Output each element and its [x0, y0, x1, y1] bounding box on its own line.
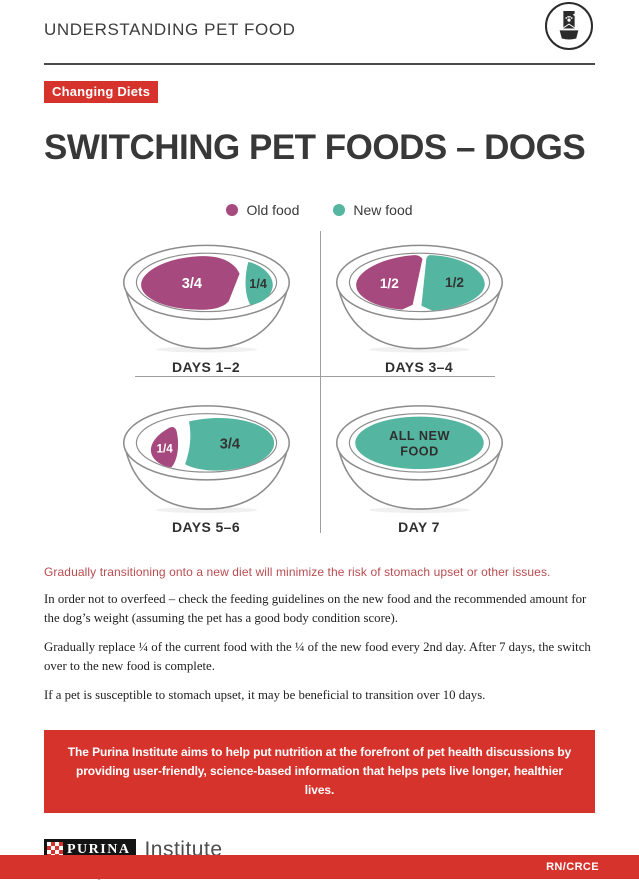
purina-checkerboard-icon [47, 842, 63, 859]
old-food-portion [140, 256, 240, 310]
new-food-portion [245, 262, 273, 305]
page-title: SWITCHING PET FOODS – DOGS [44, 128, 586, 167]
bowl-panel-days-3-4: 1/2 1/2 DAYS 3–4 [282, 229, 557, 382]
old-food-portion [355, 255, 422, 310]
pet-food-icon [545, 2, 593, 50]
new-food-portion [184, 418, 274, 471]
page-header: UNDERSTANDING PET FOOD [44, 0, 595, 65]
old-fraction-label: 3/4 [181, 276, 202, 292]
legend-item-old-food: Old food [226, 202, 299, 218]
body-paragraph: If a pet is susceptible to stomach upset… [44, 688, 486, 703]
old-food-swatch [226, 204, 239, 217]
new-food-swatch [333, 204, 346, 217]
purina-brand-text: PURINA [67, 842, 131, 858]
new-food-portion [354, 416, 484, 470]
bowl-caption: DAYS 1–2 [171, 359, 241, 376]
bowl-panel-day-7: ALL NEW FOOD DAY 7 [282, 382, 557, 535]
body-paragraph: Gradually replace ¼ of the current food … [44, 640, 591, 673]
legend-label: Old food [246, 202, 300, 219]
bowl-diagram: ALL NEW FOOD [335, 405, 503, 514]
legend: Old food New food [44, 202, 595, 218]
new-fraction-label: 3/4 [219, 437, 240, 453]
bowl-diagram: 3/4 1/4 [122, 244, 290, 353]
bottom-bar: RN/CRCE [0, 855, 639, 879]
section-badge: Changing Diets [44, 81, 159, 103]
bowl-caption: DAYS 5–6 [171, 519, 241, 536]
lead-statement: Gradually transitioning onto a new diet … [44, 565, 551, 580]
old-fraction-label: 1/4 [156, 443, 173, 456]
bowl-panel-days-1-2: 3/4 1/4 DAYS 1–2 [69, 229, 344, 382]
bowl-caption: DAYS 3–4 [384, 359, 454, 376]
header-kicker: UNDERSTANDING PET FOOD [44, 20, 296, 39]
bowls-grid: 3/4 1/4 DAYS 1–2 1/2 1/2 DAYS 3–4 [45, 229, 595, 535]
new-fraction-label: 1/4 [249, 277, 267, 291]
legend-label: New food [353, 202, 413, 219]
bowl-diagram: 1/2 1/2 [335, 244, 503, 353]
all-new-food-label-line2: FOOD [400, 445, 438, 459]
bowl-diagram: 1/4 3/4 [122, 405, 290, 514]
old-food-portion [150, 427, 178, 468]
document-code: RN/CRCE [546, 861, 599, 873]
mission-callout: The Purina Institute aims to help put nu… [44, 729, 595, 814]
old-fraction-label: 1/2 [379, 276, 398, 291]
bowl-caption: DAY 7 [398, 519, 440, 536]
legend-item-new-food: New food [333, 202, 413, 219]
grid-horizontal-divider [134, 376, 495, 378]
bowl-panel-days-5-6: 1/4 3/4 DAYS 5–6 [69, 382, 344, 535]
body-paragraph: In order not to overfeed – check the fee… [44, 592, 587, 625]
grid-vertical-divider [319, 231, 321, 534]
new-food-portion [420, 255, 485, 311]
all-new-food-label-line1: ALL NEW [389, 429, 450, 443]
paw-icon [565, 16, 573, 22]
new-fraction-label: 1/2 [445, 275, 464, 290]
